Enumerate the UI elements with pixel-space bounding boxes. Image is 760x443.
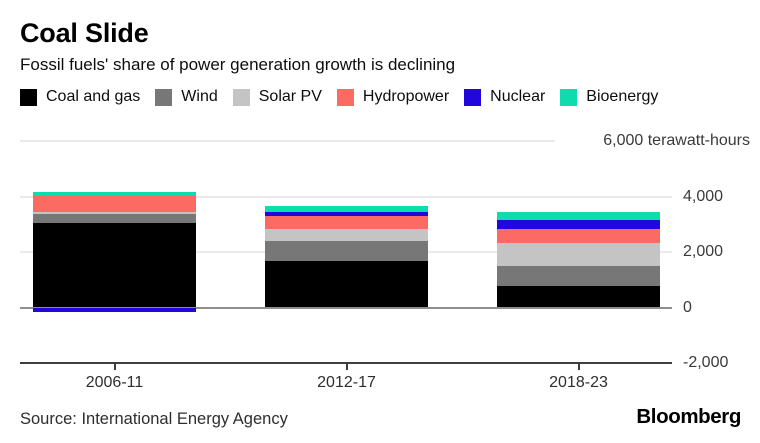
legend-label-solar-pv: Solar PV <box>258 88 322 105</box>
legend-label-bioenergy: Bioenergy <box>586 88 659 105</box>
bar-segment-nuclear-2018-23 <box>497 220 660 229</box>
gridline-4000 <box>20 195 672 198</box>
legend-item-solar-pv: Solar PV <box>232 88 322 106</box>
chart-legend: Coal and gas Wind Solar PV Hydropower Nuclea… <box>20 88 658 106</box>
legend-item-hydropower: Hydropower <box>336 88 450 106</box>
y-tick-label-0: 0 <box>683 298 692 316</box>
legend-item-wind: Wind <box>155 88 218 106</box>
chart-subtitle: Fossil fuels' share of power generation … <box>20 55 456 74</box>
legend-label-coal-and-gas: Coal and gas <box>46 88 141 105</box>
gridline-6000 <box>20 140 555 142</box>
bar-segment-coal-and-gas-2012-17 <box>265 261 428 308</box>
x-tick-label-2006-11: 2006-11 <box>85 374 144 391</box>
stacked-bar-chart: 6,000 terawatt-hours 4,000 2,000 0 -2,000 200… <box>0 130 760 402</box>
bar-segment-solar-pv-2006-11 <box>33 211 196 214</box>
page-title: Coal Slide <box>20 18 149 48</box>
bar-segment-hydropower-2018-23 <box>497 228 660 243</box>
x-tick-label-2012-17: 2012-17 <box>317 374 376 391</box>
legend-swatch-hydropower <box>336 88 354 106</box>
x-tick-label-2018-23: 2018-23 <box>549 374 608 391</box>
legend-swatch-wind <box>155 88 173 106</box>
bar-segment-coal-and-gas-2006-11 <box>33 222 196 308</box>
y-tick-label-2000: 2,000 <box>683 243 724 260</box>
bar-segment-wind-2018-23 <box>497 265 660 287</box>
bar-segment-nuclear-2012-17 <box>265 212 428 216</box>
bar-segment-bioenergy-2018-23 <box>497 212 660 221</box>
y-tick-label-6000: 6,000 terawatt-hours <box>603 132 750 149</box>
legend-swatch-bioenergy <box>560 88 578 106</box>
legend-item-nuclear: Nuclear <box>464 88 545 106</box>
source-note: Source: International Energy Agency <box>20 410 288 428</box>
bar-segment-hydropower-2006-11 <box>33 195 196 212</box>
legend-item-bioenergy: Bioenergy <box>560 88 658 106</box>
legend-label-hydropower: Hydropower <box>362 88 450 105</box>
bar-segment-wind-2012-17 <box>265 241 428 262</box>
legend-swatch-solar-pv <box>232 88 250 106</box>
bloomberg-logo: Bloomberg <box>636 405 741 428</box>
bar-segment-nuclear-2006-11 <box>33 307 196 312</box>
bar-segment-bioenergy-2006-11 <box>33 192 196 196</box>
gridline-0 <box>20 306 672 309</box>
legend-label-nuclear: Nuclear <box>490 88 546 105</box>
x-tick-mark-2012-17 <box>345 363 348 370</box>
bar-segment-solar-pv-2012-17 <box>265 229 428 242</box>
y-tick-label--2000: -2,000 <box>683 354 729 371</box>
bar-segment-bioenergy-2012-17 <box>265 206 428 213</box>
legend-swatch-nuclear <box>464 88 482 106</box>
bar-segment-hydropower-2012-17 <box>265 215 428 230</box>
x-tick-mark-2018-23 <box>577 363 580 370</box>
bar-segment-wind-2006-11 <box>33 213 196 223</box>
bar-segment-solar-pv-2018-23 <box>497 242 660 266</box>
y-tick-label-4000: 4,000 <box>683 187 724 205</box>
legend-label-wind: Wind <box>181 88 218 105</box>
legend-swatch-coal-and-gas <box>20 88 37 106</box>
legend-item-coal-and-gas: Coal and gas <box>20 88 140 106</box>
x-tick-mark-2006-11 <box>113 363 116 370</box>
bar-segment-coal-and-gas-2018-23 <box>497 286 660 308</box>
